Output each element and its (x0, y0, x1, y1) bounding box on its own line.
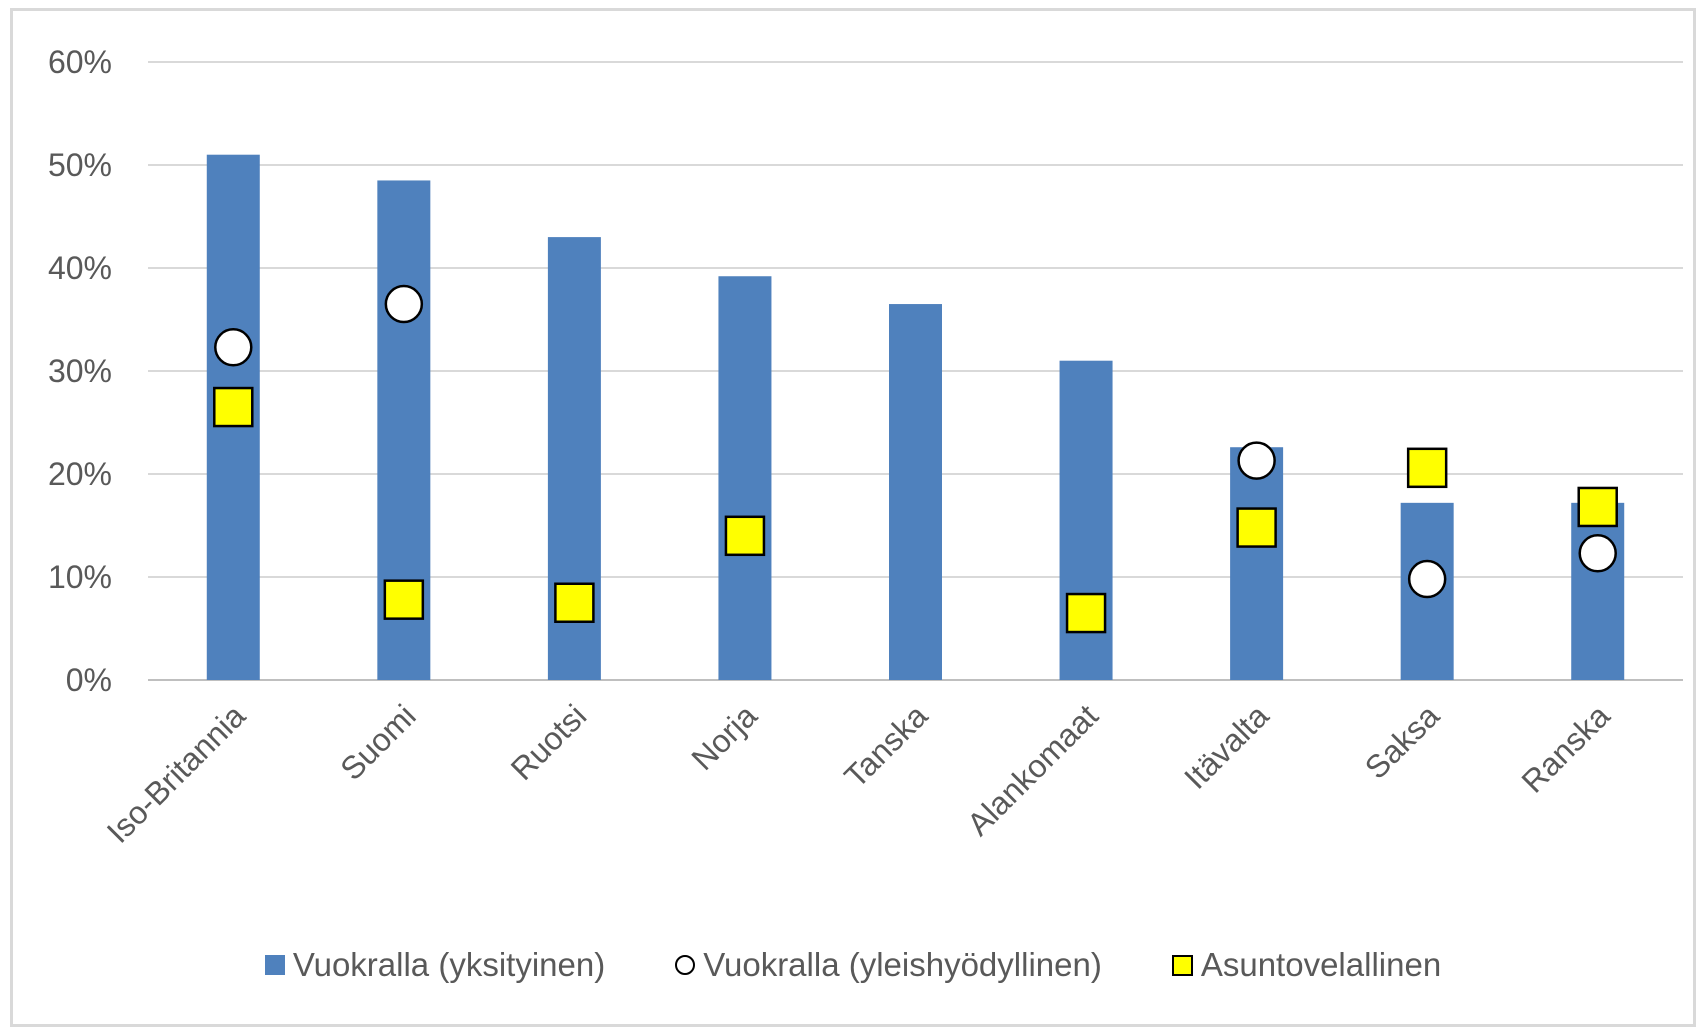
circle-marker (1407, 559, 1447, 599)
legend-label-square: Asuntovelallinen (1200, 946, 1442, 983)
circle-marker (214, 328, 253, 367)
square-marker (383, 579, 425, 620)
circle-series (214, 284, 1617, 599)
bar (718, 276, 772, 680)
bar (1230, 447, 1284, 680)
legend: Vuokralla (yksityinen) Vuokralla (yleish… (0, 940, 1706, 990)
y-tick-label: 50% (48, 147, 112, 183)
legend-label-bar: Vuokralla (yksityinen) (292, 946, 606, 983)
legend-square-swatch (1171, 954, 1193, 976)
legend-bar-swatch (264, 955, 285, 975)
x-tick-label: Ruotsi (504, 697, 594, 787)
y-tick-label: 60% (48, 44, 112, 80)
legend-circle-swatch (675, 955, 696, 975)
square-marker (724, 515, 766, 557)
x-tick-label: Suomi (333, 697, 423, 787)
y-tick-label: 30% (48, 353, 112, 389)
y-tick-label: 10% (48, 559, 112, 595)
y-tick-label: 0% (66, 662, 112, 698)
x-tick-label: Ranska (1514, 697, 1616, 799)
square-series (213, 386, 1618, 634)
y-tick-label: 20% (48, 456, 112, 492)
x-tick-label: Alankomaat (960, 697, 1105, 842)
square-marker (213, 386, 254, 428)
circle-marker (384, 284, 424, 324)
bar (889, 304, 942, 680)
bar (1571, 502, 1625, 680)
y-axis: 0% 10% 20% 30% 40% 50% 60% (48, 44, 112, 698)
square-marker (554, 582, 595, 623)
legend-item-square: Asuntovelallinen (1171, 946, 1442, 984)
x-axis: Iso-Britannia Suomi Ruotsi Norja Tanska Alank… (100, 697, 1617, 850)
circle-marker (1578, 534, 1617, 573)
x-tick-label: Itävalta (1177, 697, 1276, 796)
x-tick-label: Iso-Britannia (100, 697, 253, 850)
circle-marker (1237, 441, 1276, 480)
x-tick-label: Tanska (837, 697, 934, 794)
legend-label-circle: Vuokralla (yleishyödyllinen) (703, 946, 1102, 983)
square-marker (1065, 592, 1107, 634)
legend-item-circle: Vuokralla (yleishyödyllinen) (675, 946, 1102, 984)
x-tick-label: Norja (684, 697, 764, 777)
square-marker (1236, 507, 1277, 548)
square-marker (1577, 486, 1618, 528)
y-tick-label: 40% (48, 250, 112, 286)
square-marker (1406, 447, 1448, 489)
x-tick-label: Saksa (1358, 697, 1446, 785)
legend-item-bar: Vuokralla (yksityinen) (264, 946, 606, 984)
